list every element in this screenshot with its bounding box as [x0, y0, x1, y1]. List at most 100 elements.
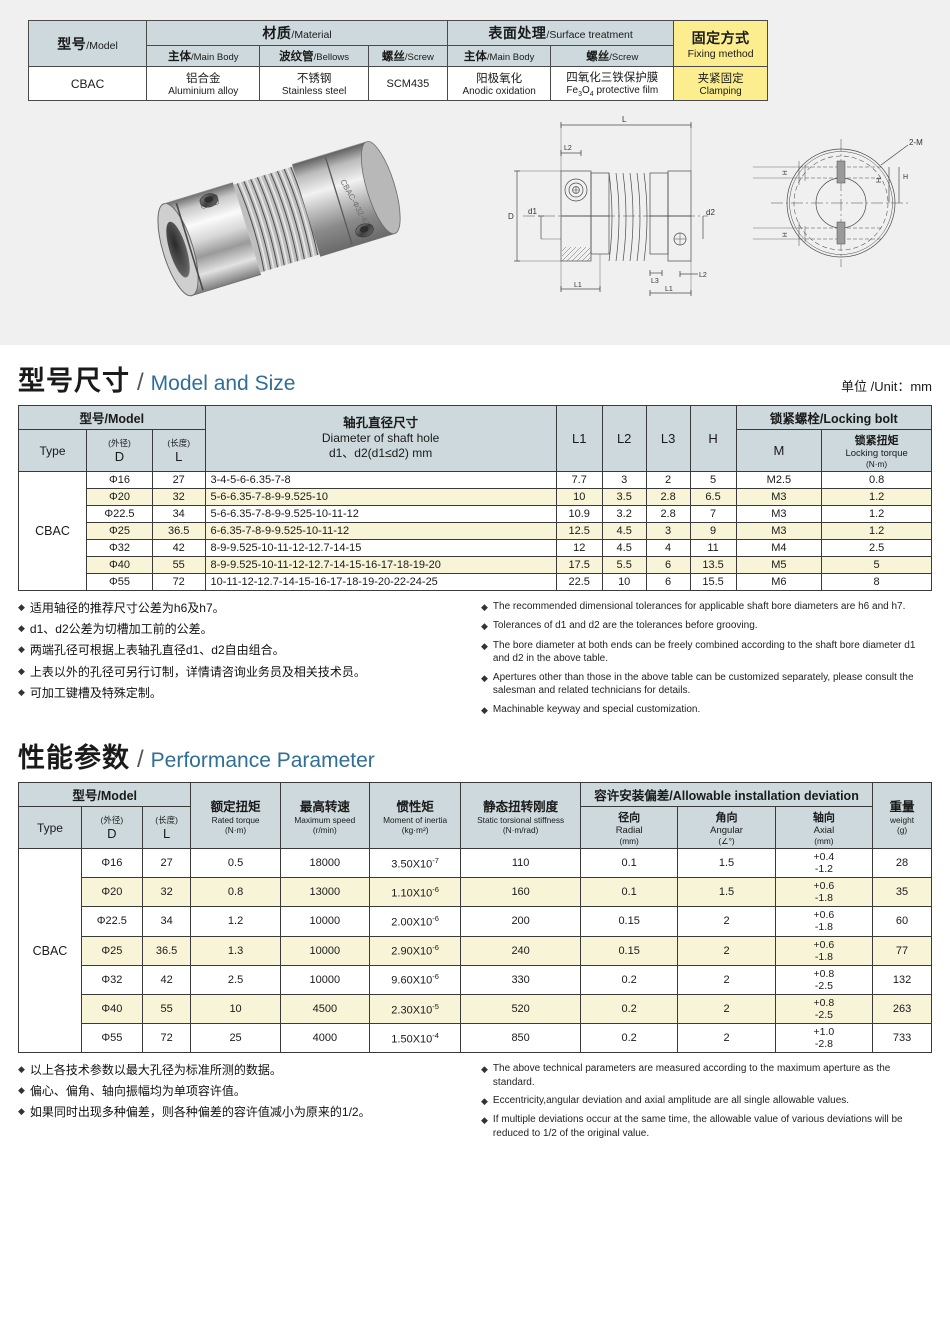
dim-H-right-label: H	[903, 174, 908, 181]
spec-header-bellows: 波纹管/Bellows	[259, 45, 369, 67]
note-text: d1、d2公差为切槽加工前的公差。	[29, 622, 213, 637]
table-row: Φ32 42 8-9-9.525-10-11-12-12.7-14-15 12 4.5 4…	[19, 539, 932, 557]
spec-header-surface-main: 主体/Main Body	[446, 45, 552, 67]
perf-cell-inertia: 3.50X10-7	[368, 848, 462, 879]
perf-cell-rated-torque: 2.5	[190, 964, 281, 995]
size-cell-L2: 4.5	[601, 539, 647, 557]
perf-cell-rated-torque: 10	[190, 993, 281, 1024]
perf-cell-radial: 0.2	[579, 964, 679, 995]
material-spec-table: 型号/Model 材质/Material 表面处理/Surface treatm…	[27, 20, 768, 101]
dim-L3-label: L3	[651, 278, 659, 285]
size-type-cell: CBAC	[17, 471, 88, 591]
bullet-icon: ◆	[18, 644, 25, 655]
size-cell-L: 27	[151, 471, 206, 489]
perf-cell-inertia: 1.10X10-6	[368, 877, 462, 908]
size-header-H: H	[689, 405, 737, 472]
dim-d2-label: d2	[706, 208, 715, 217]
model-size-section: 型号尺寸 / Model and Size 单位 /Unit：mm 型号/Mod…	[0, 359, 950, 722]
perf-header-stiffness: 静态扭转刚度 Static torsional stiffness (N·m/r…	[460, 782, 581, 850]
perf-header-max-speed: 最高转速 Maximum speed (r/min)	[279, 782, 370, 850]
model-size-notes: ◆ 适用轴径的推荐尺寸公差为h6及h7。 ◆ d1、d2公差为切槽加工前的公差。 ◆ 两端…	[18, 600, 932, 722]
dim-H-top-label: H	[782, 170, 789, 175]
perf-cell-angular: 1.5	[677, 877, 776, 908]
performance-title: 性能参数 / Performance Parameter	[18, 736, 932, 775]
note-item: ◆ 适用轴径的推荐尺寸公差为h6及h7。	[18, 600, 461, 616]
size-cell-M: M3	[735, 488, 823, 506]
size-cell-torque: 1.2	[821, 505, 932, 523]
bullet-icon: ◆	[18, 1085, 25, 1096]
size-cell-L1: 12.5	[555, 522, 603, 540]
perf-type-cell: CBAC	[18, 848, 82, 1054]
note-text: If multiple deviations occur at the same…	[492, 1114, 903, 1139]
spec-header-model-cn: 型号	[57, 35, 87, 52]
size-cell-torque: 5	[821, 556, 932, 574]
perf-cell-L: 55	[141, 993, 192, 1024]
perf-cell-D: Φ20	[80, 877, 143, 908]
perf-cell-axial: +0.8 -2.5	[774, 993, 874, 1024]
perf-cell-radial: 0.1	[579, 877, 679, 908]
spec-header-fixing: 固定方式 Fixing method	[673, 20, 768, 67]
note-text: 以上各技术参数以最大孔径为标准所测的数据。	[29, 1063, 282, 1078]
note-item: ◆ 两端孔径可根据上表轴孔直径d1、d2自由组合。	[18, 642, 461, 658]
spec-header-surface-en: /Surface treatment	[546, 29, 633, 41]
table-row: Φ22.5 34 1.2 10000 2.00X10-6 200 0.15 2 +0.6 -1.8…	[19, 906, 932, 937]
note-text: 适用轴径的推荐尺寸公差为h6及h7。	[29, 601, 225, 615]
perf-cell-inertia: 2.30X10-5	[368, 993, 462, 1024]
performance-notes-en: ◆ The above technical parameters are meas…	[475, 1062, 932, 1145]
dim-L1-right-label: L1	[665, 286, 673, 293]
spec-header-model: 型号/Model	[27, 20, 148, 67]
model-size-title-cn: 型号尺寸	[18, 366, 130, 396]
performance-title-en: Performance Parameter	[150, 749, 375, 773]
size-cell-bore: 6-6.35-7-8-9-9.525-10-11-12	[204, 522, 557, 540]
note-item: ◆ The bore diameter at both ends can be f…	[481, 639, 918, 666]
table-row: Φ20 32 0.8 13000 1.10X10-6 160 0.1 1.5 +0.6 -1.8 3…	[19, 877, 932, 908]
note-item: ◆ Machinable keyway and special customiza…	[481, 703, 918, 717]
perf-cell-weight: 263	[872, 993, 932, 1024]
perf-cell-L: 42	[141, 964, 192, 995]
note-item: ◆ The recommended dimensional tolerances …	[481, 600, 918, 614]
size-cell-bore: 5-6-6.35-7-8-9-9.525-10-11-12	[204, 505, 557, 523]
size-cell-L1: 22.5	[555, 573, 603, 591]
performance-notes: ◆ 以上各技术参数以最大孔径为标准所测的数据。 ◆ 偏心、偏角、轴向振幅均为单项容许值…	[18, 1062, 932, 1145]
table-row: Φ55 72 25 4000 1.50X10-4 850 0.2 2 +1.0 -2.8 733	[19, 1022, 932, 1054]
perf-cell-angular: 2	[677, 964, 776, 995]
note-text: Tolerances of d1 and d2 are the toleranc…	[492, 620, 758, 632]
perf-cell-axial: +0.4 -1.2	[774, 848, 874, 879]
perf-cell-max-speed: 4000	[279, 1022, 370, 1054]
product-visuals: CBAC-Φ32-42 L L2	[28, 111, 938, 326]
size-cell-torque: 1.2	[821, 488, 932, 506]
perf-cell-rated-torque: 1.2	[190, 906, 281, 937]
spec-header-model-en: /Model	[86, 39, 118, 52]
model-size-title-en: Model and Size	[150, 372, 296, 395]
perf-cell-axial: +0.6 -1.8	[774, 935, 874, 966]
perf-header-row-2: Type (外径) D (长度) L 径向 Radial (mm) 角向 Ang…	[18, 806, 932, 850]
note-item: ◆ 可加工键槽及特殊定制。	[18, 685, 461, 701]
performance-table: 型号/Model 额定扭矩 Rated torque (N·m) 最高转速 Ma…	[17, 782, 932, 1054]
size-header-bore: 轴孔直径尺寸 Diameter of shaft hole d1、d2(d1≤d…	[204, 405, 557, 472]
size-cell-bore: 10-11-12-12.7-14-15-16-17-18-19-20-22-24…	[204, 573, 557, 591]
perf-header-rated-torque: 额定扭矩 Rated torque (N·m)	[190, 782, 281, 850]
size-cell-L: 72	[151, 573, 206, 591]
spec-header-row-1: 型号/Model 材质/Material 表面处理/Surface treatm…	[27, 20, 768, 67]
note-item: ◆ The above technical parameters are meas…	[481, 1062, 918, 1089]
size-cell-H: 6.5	[689, 488, 737, 506]
spec-header-material-en: /Material	[291, 29, 332, 41]
table-row: Φ40 55 8-9-9.525-10-11-12-12.7-14-15-16-17…	[19, 556, 932, 574]
size-cell-L3: 4	[645, 539, 691, 557]
table-row: Φ32 42 2.5 10000 9.60X10-6 330 0.2 2 +0.8 -2.5 132	[19, 964, 932, 995]
perf-cell-angular: 1.5	[677, 848, 776, 879]
bullet-icon: ◆	[18, 686, 25, 697]
note-item: ◆ d1、d2公差为切槽加工前的公差。	[18, 621, 461, 637]
note-text: 两端孔径可根据上表轴孔直径d1、d2自由组合。	[29, 643, 285, 658]
size-header-L: (长度) L	[151, 429, 206, 472]
note-text: 上表以外的孔径可另行订制，详情请咨询业务员及相关技术员。	[29, 664, 366, 679]
bullet-icon: ◆	[18, 1064, 25, 1075]
perf-cell-stiffness: 850	[460, 1022, 581, 1054]
table-row: CBAC Φ16 27 0.5 18000 3.50X10-7 110 0.1 1.5 +0.4-…	[18, 848, 932, 1054]
size-cell-L: 55	[151, 556, 206, 574]
perf-cell-rated-torque: 25	[190, 1022, 281, 1054]
spec-header-surface-screw: 螺丝/Screw	[550, 45, 675, 67]
perf-cell-radial: 0.2	[579, 993, 679, 1024]
perf-cell-rated-torque: 1.3	[190, 935, 281, 966]
perf-cell-stiffness: 330	[460, 964, 581, 995]
